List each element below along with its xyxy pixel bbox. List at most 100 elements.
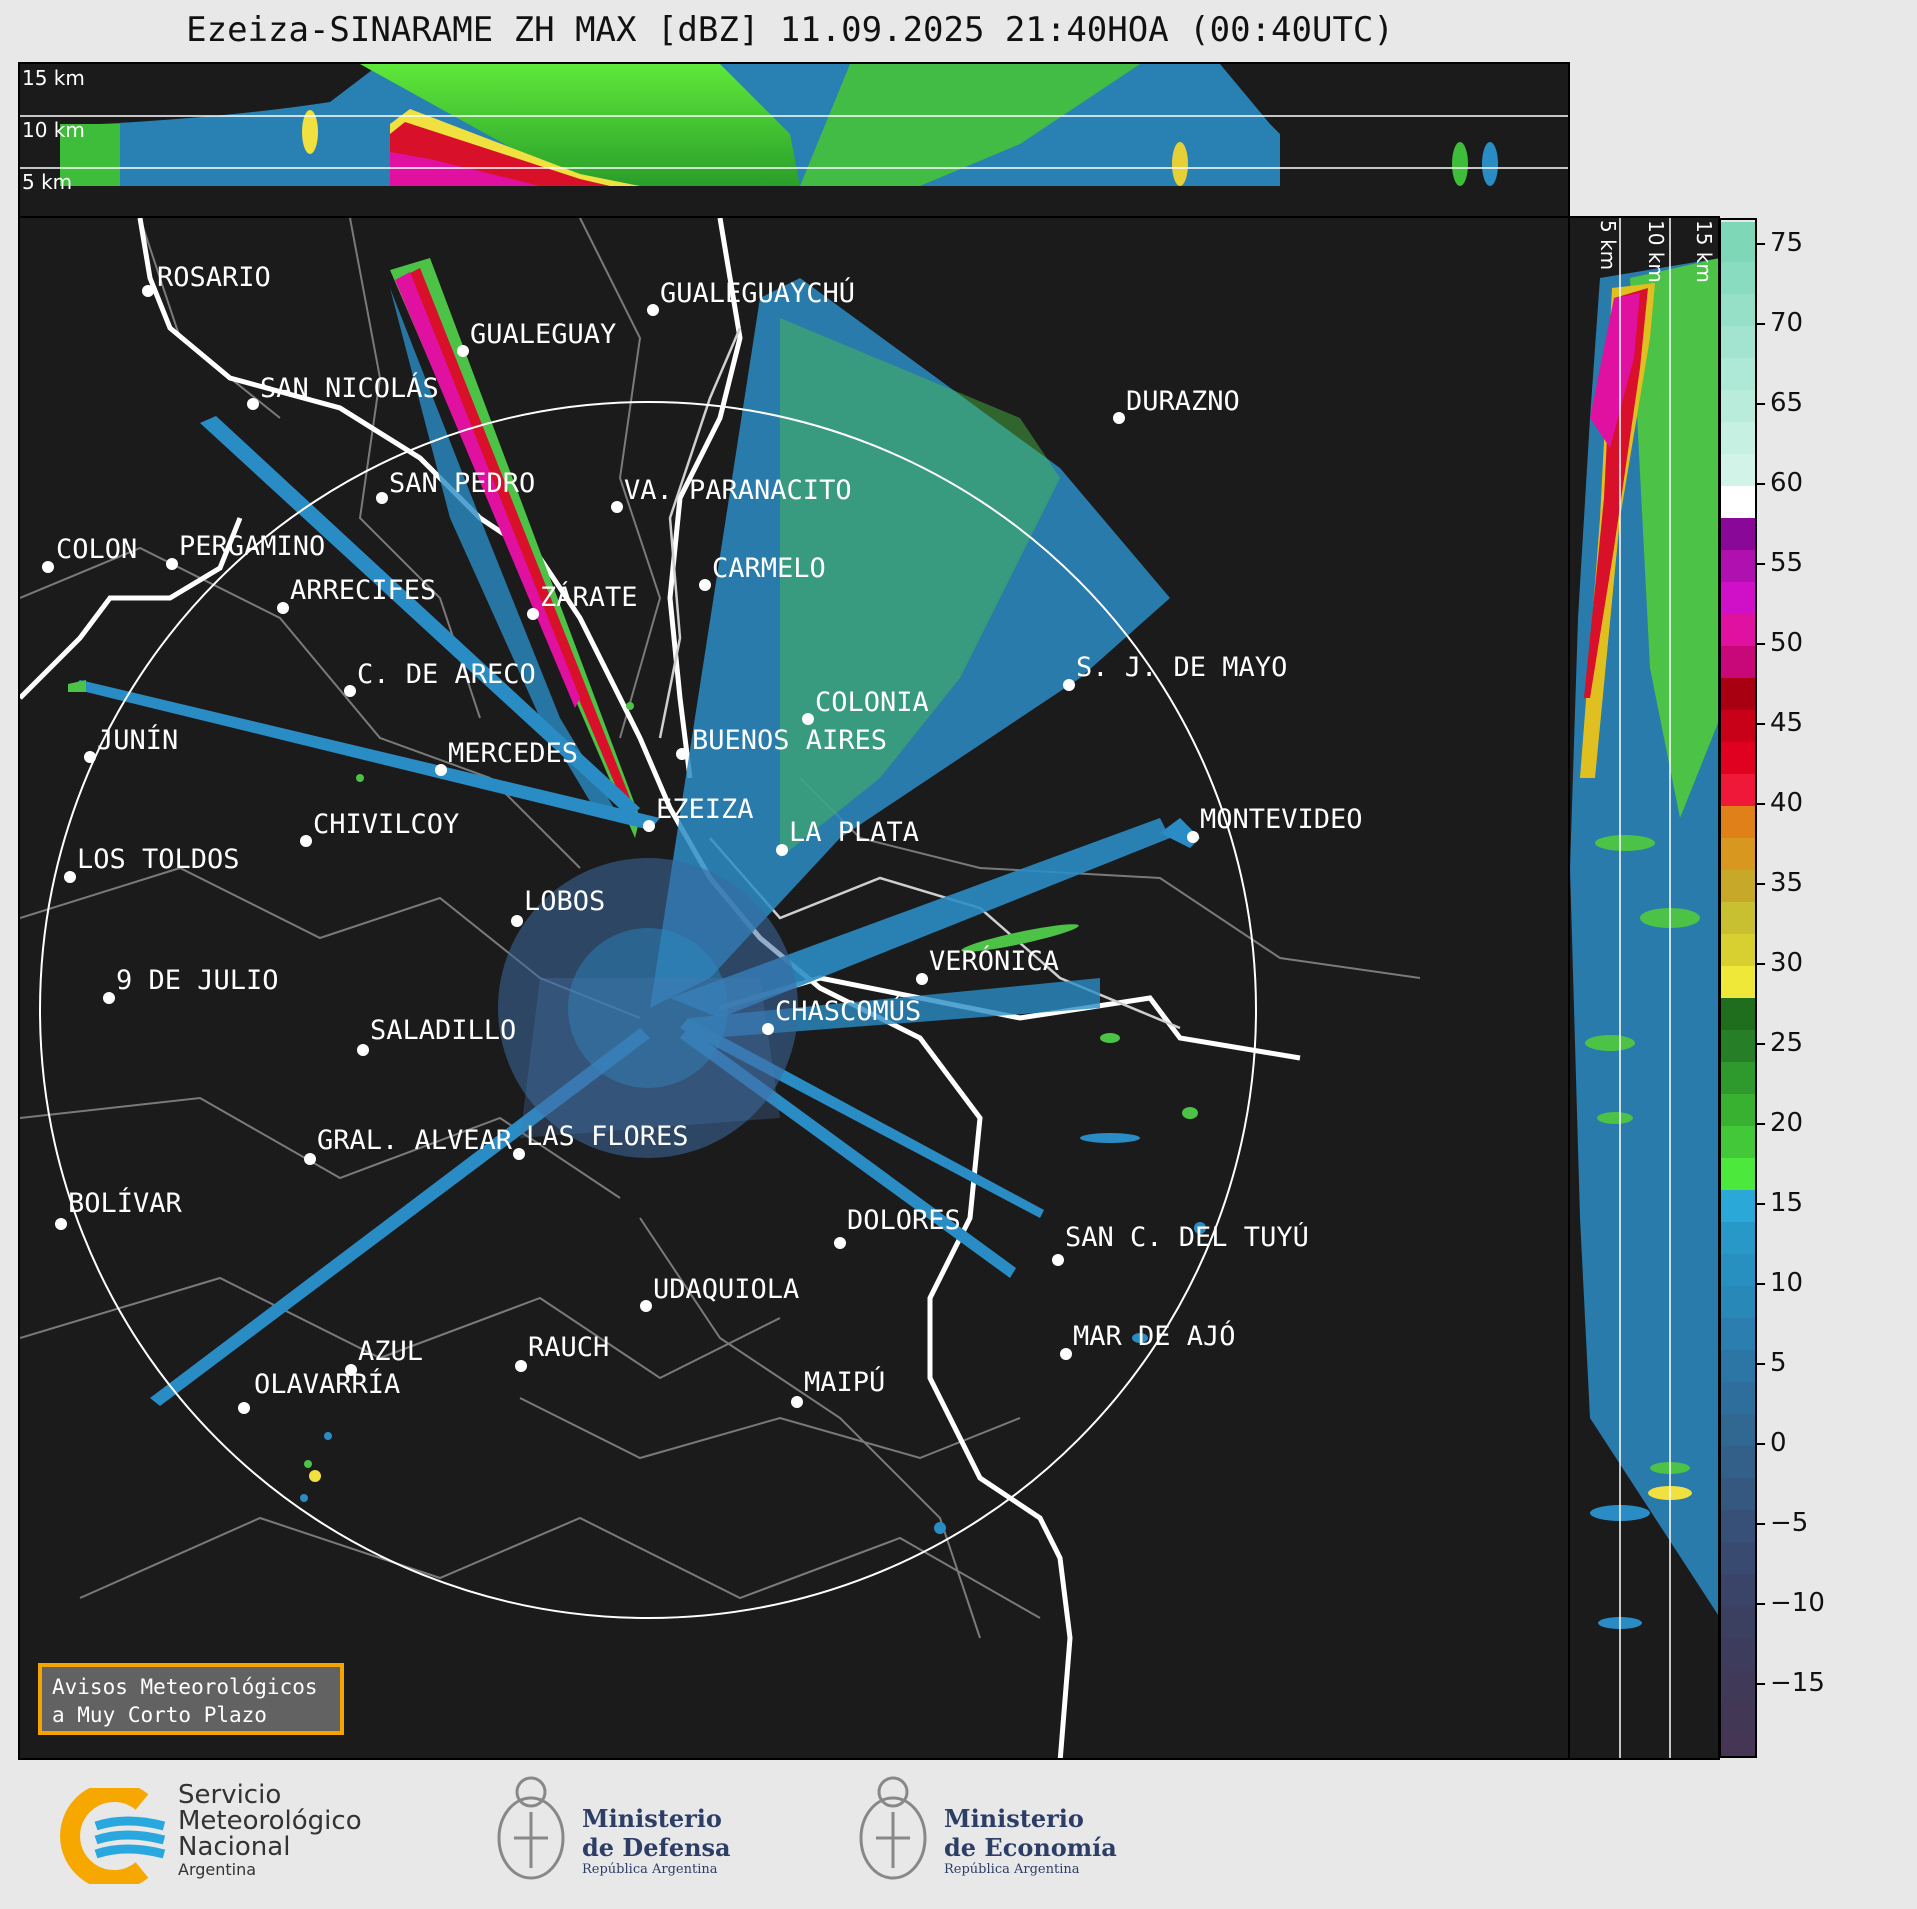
- colorbar-tick: [1757, 643, 1765, 645]
- colorbar-segment: [1721, 742, 1755, 775]
- colorbar-segment: [1721, 1190, 1755, 1223]
- colorbar-tick: [1757, 483, 1765, 485]
- city-dot-pergamino: [166, 558, 178, 570]
- colorbar-segment: [1721, 1510, 1755, 1543]
- colorbar-tick-label: 40: [1770, 788, 1804, 818]
- city-label-mercedes: MERCEDES: [448, 738, 579, 769]
- smn-line-3: Nacional: [178, 1832, 291, 1862]
- colorbar-tick-label: −15: [1770, 1668, 1825, 1698]
- colorbar-segment: [1721, 422, 1755, 455]
- colorbar-segment: [1721, 454, 1755, 487]
- side-height-label-15: 15 km: [1692, 220, 1716, 283]
- colorbar-tick: [1757, 1363, 1765, 1365]
- colorbar-tick-label: 20: [1770, 1108, 1804, 1138]
- height-label-5: 5 km: [22, 170, 73, 194]
- colorbar-segment: [1721, 1414, 1755, 1447]
- city-label-veronica: VERÓNICA: [929, 946, 1060, 977]
- colorbar-tick-label: 10: [1770, 1268, 1804, 1298]
- city-dot-junin: [84, 751, 96, 763]
- colorbar-segment: [1721, 1542, 1755, 1575]
- colorbar-tick: [1757, 323, 1765, 325]
- colorbar-segment: [1721, 1126, 1755, 1159]
- colorbar-tick-label: 45: [1770, 708, 1804, 738]
- city-label-san-pedro: SAN PEDRO: [389, 468, 536, 499]
- colorbar-segment: [1721, 358, 1755, 391]
- colorbar-tick: [1757, 963, 1765, 965]
- colorbar-tick-label: −5: [1770, 1508, 1809, 1538]
- city-dot-chascomus: [762, 1023, 774, 1035]
- chart-title: Ezeiza-SINARAME ZH MAX [dBZ] 11.09.2025 …: [186, 10, 1394, 50]
- economia-logo-text: Ministerio de Economía República Argenti…: [944, 1804, 1117, 1877]
- city-dot-la-plata: [776, 844, 788, 856]
- city-dot-azul: [345, 1364, 357, 1376]
- city-label-montevideo: MONTEVIDEO: [1200, 804, 1363, 835]
- smn-logo-text: Servicio Meteorológico Nacional Argentin…: [178, 1782, 362, 1880]
- height-label-15: 15 km: [22, 66, 85, 90]
- city-label-bolivar: BOLÍVAR: [68, 1188, 182, 1219]
- colorbar-segment: [1721, 1574, 1755, 1607]
- city-label-gualeguaychu: GUALEGUAYCHÚ: [660, 278, 856, 309]
- city-dot-udaquiola: [640, 1300, 652, 1312]
- city-dot-san-nicolas: [247, 398, 259, 410]
- radar-map-panel: ROSARIO GUALEGUAYCHÚ GUALEGUAY SAN NICOL…: [18, 216, 1570, 1760]
- colorbar-segment: [1721, 1286, 1755, 1319]
- city-label-carmelo: CARMELO: [712, 553, 826, 584]
- city-dot-colon: [42, 561, 54, 573]
- city-dot-los-toldos: [64, 871, 76, 883]
- city-label-los-toldos: LOS TOLDOS: [77, 844, 240, 875]
- economia-seal-icon: [859, 1776, 927, 1880]
- defensa-line-1: Ministerio: [582, 1804, 722, 1833]
- colorbar-segment: [1721, 1222, 1755, 1255]
- colorbar-tick: [1757, 243, 1765, 245]
- city-label-sj-de-mayo: S. J. DE MAYO: [1076, 652, 1288, 683]
- colorbar-segment: [1721, 614, 1755, 647]
- city-dot-gral-alvear: [304, 1153, 316, 1165]
- colorbar-segment: [1721, 1638, 1755, 1671]
- colorbar-tick-label: 50: [1770, 628, 1804, 658]
- city-label-durazno: DURAZNO: [1126, 386, 1240, 417]
- city-label-azul: AZUL: [358, 1336, 424, 1367]
- colorbar-segment: [1721, 646, 1755, 679]
- city-label-lobos: LOBOS: [524, 886, 606, 917]
- colorbar-tick: [1757, 1523, 1765, 1525]
- city-dot-arrecifes: [277, 602, 289, 614]
- colorbar-segment: [1721, 1670, 1755, 1703]
- city-label-chascomus: CHASCOMÚS: [775, 996, 922, 1027]
- city-dot-maipu: [791, 1396, 803, 1408]
- colorbar-segment: [1721, 966, 1755, 999]
- colorbar-segment: [1721, 1702, 1755, 1735]
- colorbar-segment: [1721, 262, 1755, 295]
- colorbar-segment: [1721, 934, 1755, 967]
- city-label-mar-de-ajo: MAR DE AJÓ: [1073, 1321, 1236, 1352]
- colorbar-segment: [1721, 1478, 1755, 1511]
- city-label-udaquiola: UDAQUIOLA: [653, 1274, 800, 1305]
- colorbar-tick: [1757, 1443, 1765, 1445]
- colorbar-segment: [1721, 1062, 1755, 1095]
- colorbar-segment: [1721, 326, 1755, 359]
- colorbar-segment: [1721, 1158, 1755, 1191]
- colorbar-segment: [1721, 518, 1755, 551]
- smn-line-2: Meteorológico: [178, 1806, 362, 1836]
- colorbar-segment: [1721, 838, 1755, 871]
- city-dot-rosario: [142, 285, 154, 297]
- colorbar-tick: [1757, 883, 1765, 885]
- city-dot-chivilcoy: [300, 835, 312, 847]
- city-label-maipu: MAIPÚ: [804, 1367, 886, 1398]
- city-dot-colonia: [802, 713, 814, 725]
- city-dot-veronica: [916, 973, 928, 985]
- city-dot-lobos: [511, 915, 523, 927]
- colorbar-segment: [1721, 294, 1755, 327]
- city-dot-ezeiza: [643, 820, 655, 832]
- city-label-san-c-del-tuyu: SAN C. DEL TUYÚ: [1065, 1222, 1309, 1253]
- city-dot-gualeguaychu: [647, 304, 659, 316]
- smn-logo-icon: [60, 1788, 166, 1884]
- city-label-zarate: ZÁRATE: [540, 582, 638, 613]
- city-label-dolores: DOLORES: [847, 1205, 961, 1236]
- colorbar-segment: [1721, 774, 1755, 807]
- colorbar-tick-label: 15: [1770, 1188, 1804, 1218]
- colorbar-segment: [1721, 998, 1755, 1031]
- colorbar-segment: [1721, 1382, 1755, 1415]
- city-label-rauch: RAUCH: [528, 1332, 610, 1363]
- defensa-logo-text: Ministerio de Defensa República Argentin…: [582, 1804, 731, 1877]
- city-dot-9-de-julio: [103, 992, 115, 1004]
